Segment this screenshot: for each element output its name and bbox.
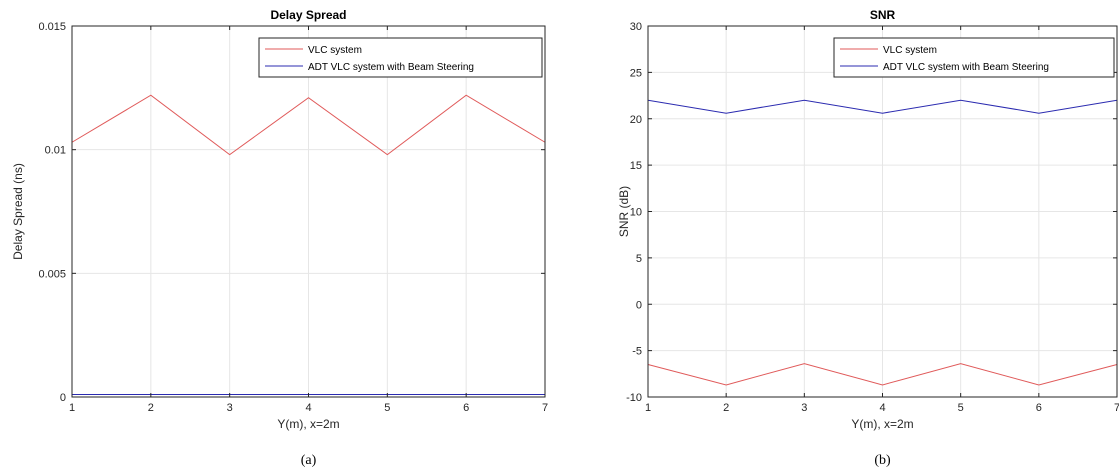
legend-entry-label: ADT VLC system with Beam Steering xyxy=(883,62,1049,73)
y-tick-label: -10 xyxy=(626,392,642,404)
x-tick-label: 2 xyxy=(723,402,729,414)
legend-box xyxy=(833,37,1115,78)
chart-title: Delay Spread xyxy=(270,8,346,22)
figure-caption: (b) xyxy=(874,453,891,468)
x-tick-label: 4 xyxy=(879,402,885,414)
x-tick-label: 1 xyxy=(69,402,75,414)
y-tick-label: 10 xyxy=(630,207,642,219)
y-tick-label: 15 xyxy=(630,160,642,172)
x-axis-label: Y(m), x=2m xyxy=(277,417,339,431)
x-tick-label: 5 xyxy=(384,402,390,414)
legend-entry-label: VLC system xyxy=(308,45,362,56)
x-tick-label: 3 xyxy=(227,402,233,414)
y-tick-label: 0.005 xyxy=(38,268,66,280)
y-tick-label: 30 xyxy=(630,21,642,33)
x-tick-label: 5 xyxy=(958,402,964,414)
x-tick-label: 3 xyxy=(801,402,807,414)
y-tick-label: 25 xyxy=(630,67,642,79)
y-tick-label: 0.01 xyxy=(45,145,66,157)
y-tick-label: 0 xyxy=(636,299,642,311)
y-axis-label: Delay Spread (ns) xyxy=(11,163,25,260)
snr-chart: 1 2 3 4 5 6 7 -10 -5 0 5 10 15 20 25 30 SNR Y(m), x=2m SNR… xyxy=(617,8,1119,468)
x-tick-label: 4 xyxy=(305,402,311,414)
y-tick-label: 0 xyxy=(60,392,66,404)
x-tick-label: 1 xyxy=(645,402,651,414)
x-tick-label: 6 xyxy=(463,402,469,414)
y-tick-label: 0.015 xyxy=(38,21,66,33)
y-tick-label: 20 xyxy=(630,114,642,126)
x-tick-label: 7 xyxy=(542,402,548,414)
figure-caption: (a) xyxy=(301,453,317,468)
y-axis-label: SNR (dB) xyxy=(617,186,631,237)
legend-entry-label: ADT VLC system with Beam Steering xyxy=(308,62,474,73)
legend-entry-label: VLC system xyxy=(883,45,937,56)
legend: VLC system ADT VLC system with Beam Steer… xyxy=(833,37,1115,78)
delay-spread-chart: 1 2 3 4 5 6 7 0 0.005 0.01 0.015 Delay Spread Y(m), … xyxy=(11,8,548,468)
x-tick-label: 2 xyxy=(148,402,154,414)
legend: VLC system ADT VLC system with Beam Steer… xyxy=(258,37,543,78)
x-tick-label: 7 xyxy=(1114,402,1119,414)
x-axis-label: Y(m), x=2m xyxy=(851,417,913,431)
legend-box xyxy=(258,37,543,78)
y-tick-label: -5 xyxy=(632,346,642,358)
chart-title: SNR xyxy=(870,8,896,22)
y-tick-label: 5 xyxy=(636,253,642,265)
x-tick-label: 6 xyxy=(1036,402,1042,414)
